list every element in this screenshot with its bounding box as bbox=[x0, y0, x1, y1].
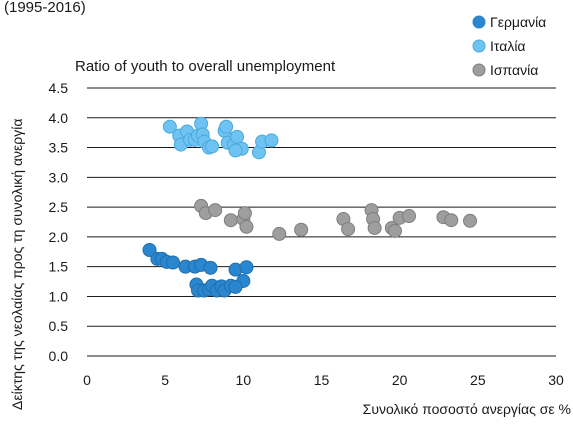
y-tick-label: 4.5 bbox=[49, 80, 69, 96]
y-tick-label: 2.5 bbox=[49, 199, 69, 215]
data-point bbox=[228, 143, 243, 158]
data-point bbox=[463, 213, 478, 228]
data-point bbox=[162, 119, 177, 134]
data-point bbox=[203, 260, 218, 275]
x-tick-label: 20 bbox=[392, 372, 408, 388]
gridlines bbox=[87, 87, 556, 357]
y-tick-label: 3.0 bbox=[49, 169, 69, 185]
y-tick-label: 4.0 bbox=[49, 110, 69, 126]
data-point bbox=[341, 222, 356, 237]
y-tick-label: 1.5 bbox=[49, 259, 69, 275]
data-point bbox=[444, 213, 459, 228]
data-point bbox=[223, 213, 238, 228]
legend-marker-italy bbox=[472, 39, 486, 53]
data-point bbox=[205, 139, 220, 154]
legend-label-italy: Ιταλία bbox=[490, 38, 526, 54]
x-tick-label: 30 bbox=[548, 372, 564, 388]
legend-label-germany: Γερμανία bbox=[490, 14, 546, 30]
x-tick-label: 0 bbox=[83, 372, 91, 388]
x-tick-label: 10 bbox=[236, 372, 252, 388]
data-point bbox=[239, 260, 254, 275]
data-point bbox=[237, 206, 252, 221]
data-point bbox=[165, 255, 180, 270]
x-tick-label: 25 bbox=[470, 372, 486, 388]
data-point bbox=[272, 226, 287, 241]
data-point bbox=[264, 133, 279, 148]
y-axis-ticks: 0.0 0.5 1.0 1.5 2.0 2.5 3.0 3.5 4.0 4.5 bbox=[49, 80, 69, 364]
legend-marker-spain bbox=[472, 63, 486, 77]
y-tick-label: 3.5 bbox=[49, 140, 69, 156]
data-point bbox=[230, 129, 245, 144]
y-axis-label: Δείκτης της νεολαίας προς τη συνολική αν… bbox=[9, 119, 25, 410]
top-caption: (1995-2016) bbox=[4, 0, 86, 16]
data-point bbox=[387, 223, 402, 238]
y-tick-label: 0.5 bbox=[49, 318, 69, 334]
data-point bbox=[402, 209, 417, 224]
legend-marker-germany bbox=[472, 15, 486, 29]
y-tick-label: 0.0 bbox=[49, 348, 69, 364]
y-tick-label: 1.0 bbox=[49, 288, 69, 304]
legend: Γερμανία Ιταλία Ισπανία bbox=[472, 14, 546, 78]
data-point bbox=[142, 242, 157, 257]
chart-title: Ratio of youth to overall unemployment bbox=[75, 58, 336, 75]
data-point bbox=[228, 279, 243, 294]
data-point bbox=[239, 219, 254, 234]
legend-label-spain: Ισπανία bbox=[490, 62, 538, 78]
y-tick-label: 2.0 bbox=[49, 229, 69, 245]
data-point bbox=[294, 222, 309, 237]
x-axis-label: Συνολικό ποσοστό ανεργίας σε % bbox=[363, 401, 571, 417]
data-point bbox=[208, 203, 223, 218]
x-tick-label: 5 bbox=[161, 372, 169, 388]
data-points bbox=[142, 116, 478, 298]
x-tick-label: 15 bbox=[314, 372, 330, 388]
data-point bbox=[219, 119, 234, 134]
data-point bbox=[367, 220, 382, 235]
x-axis-ticks: 0 5 10 15 20 25 30 bbox=[83, 372, 564, 388]
